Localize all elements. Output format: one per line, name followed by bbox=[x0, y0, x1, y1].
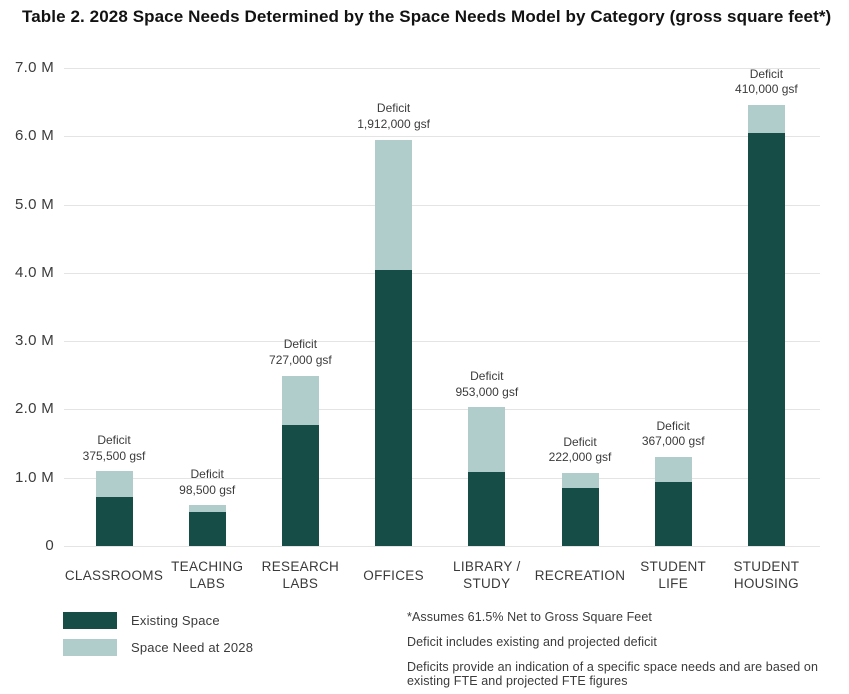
y-tick-label: 3.0 M bbox=[14, 332, 54, 349]
footnote-net-to-gross: *Assumes 61.5% Net to Gross Square Feet bbox=[407, 610, 652, 624]
bar-space-need-segment bbox=[561, 472, 599, 488]
footnote-deficits-fte: Deficits provide an indication of a spec… bbox=[407, 659, 819, 689]
bar-space-need-segment bbox=[188, 505, 226, 512]
gridline bbox=[64, 205, 820, 206]
y-tick-label: 2.0 M bbox=[14, 400, 54, 417]
bar-existing-space-segment bbox=[654, 481, 692, 546]
bar-existing-space-segment bbox=[281, 425, 319, 546]
category-label: STUDENT LIFE bbox=[640, 559, 707, 591]
bar-existing-space-segment bbox=[375, 270, 413, 546]
bar-existing-space-segment bbox=[561, 487, 599, 546]
bar-space-need-segment bbox=[95, 471, 133, 497]
gridline bbox=[64, 409, 820, 410]
category-label: RESEARCH LABS bbox=[261, 559, 340, 591]
chart-footnotes: *Assumes 61.5% Net to Gross Square Feet … bbox=[407, 610, 837, 694]
bar-space-need-segment bbox=[747, 104, 785, 133]
gridline bbox=[64, 273, 820, 274]
stacked-bar: Deficit 410,000 gsf bbox=[735, 67, 798, 546]
bar-existing-space-segment bbox=[95, 496, 133, 546]
category-label: OFFICES bbox=[363, 567, 424, 583]
bar-space-need-segment bbox=[654, 456, 692, 482]
y-tick-label: 6.0 M bbox=[14, 127, 54, 144]
y-tick-label: 4.0 M bbox=[14, 264, 54, 281]
deficit-annotation: Deficit 410,000 gsf bbox=[735, 66, 798, 97]
chart-title: Table 2. 2028 Space Needs Determined by … bbox=[22, 7, 832, 26]
bar-space-need-segment bbox=[375, 139, 413, 271]
deficit-annotation: Deficit 367,000 gsf bbox=[641, 418, 705, 449]
y-tick-label: 1.0 M bbox=[14, 469, 54, 486]
gridline bbox=[64, 341, 820, 342]
gridline bbox=[64, 478, 820, 479]
deficit-annotation: Deficit 222,000 gsf bbox=[548, 434, 612, 465]
stacked-bar: Deficit 1,912,000 gsf bbox=[357, 101, 430, 546]
bar-space-need-segment bbox=[468, 407, 506, 473]
category-label: LIBRARY / STUDY bbox=[453, 559, 521, 591]
legend-label-existing-space: Existing Space bbox=[131, 613, 220, 628]
y-tick-label: 0 bbox=[45, 537, 54, 554]
y-tick-label: 7.0 M bbox=[14, 59, 54, 76]
gridline bbox=[64, 546, 820, 547]
bar-existing-space-segment bbox=[188, 511, 226, 546]
stacked-bar: Deficit 953,000 gsf bbox=[455, 369, 518, 546]
legend-item-space-need: Space Need at 2028 bbox=[63, 639, 253, 656]
chart-legend: Existing Space Space Need at 2028 bbox=[63, 612, 253, 666]
gridline bbox=[64, 68, 820, 69]
deficit-annotation: Deficit 98,500 gsf bbox=[179, 466, 236, 497]
footnote-deficit-includes: Deficit includes existing and projected … bbox=[407, 634, 657, 649]
category-label: CLASSROOMS bbox=[64, 567, 164, 583]
stacked-bar: Deficit 367,000 gsf bbox=[642, 419, 705, 546]
legend-label-space-need: Space Need at 2028 bbox=[131, 640, 254, 655]
gridline bbox=[64, 136, 820, 137]
stacked-bar: Deficit 98,500 gsf bbox=[179, 467, 235, 546]
category-label: RECREATION bbox=[534, 567, 626, 583]
deficit-annotation: Deficit 1,912,000 gsf bbox=[357, 101, 430, 131]
category-label: STUDENT HOUSING bbox=[733, 559, 800, 591]
stacked-bar: Deficit 222,000 gsf bbox=[549, 435, 611, 546]
legend-item-existing-space: Existing Space bbox=[63, 612, 253, 629]
bar-existing-space-segment bbox=[468, 472, 506, 546]
bar-space-need-segment bbox=[281, 375, 319, 426]
category-label: TEACHING LABS bbox=[171, 559, 244, 591]
existing-space-swatch bbox=[63, 612, 117, 629]
bar-chart-plot-area: 7.0 M 6.0 M 5.0 M 4.0 M 3.0 M 2.0 M 1.0 M 0 Defi… bbox=[15, 59, 820, 591]
stacked-bar: Deficit 375,500 gsf bbox=[83, 433, 145, 546]
deficit-annotation: Deficit 375,500 gsf bbox=[82, 433, 146, 463]
bar-existing-space-segment bbox=[747, 132, 785, 546]
y-tick-label: 5.0 M bbox=[14, 196, 54, 213]
stacked-bar: Deficit 727,000 gsf bbox=[269, 337, 332, 546]
deficit-annotation: Deficit 953,000 gsf bbox=[455, 369, 519, 399]
deficit-annotation: Deficit 727,000 gsf bbox=[269, 337, 332, 367]
space-need-swatch bbox=[63, 639, 117, 656]
